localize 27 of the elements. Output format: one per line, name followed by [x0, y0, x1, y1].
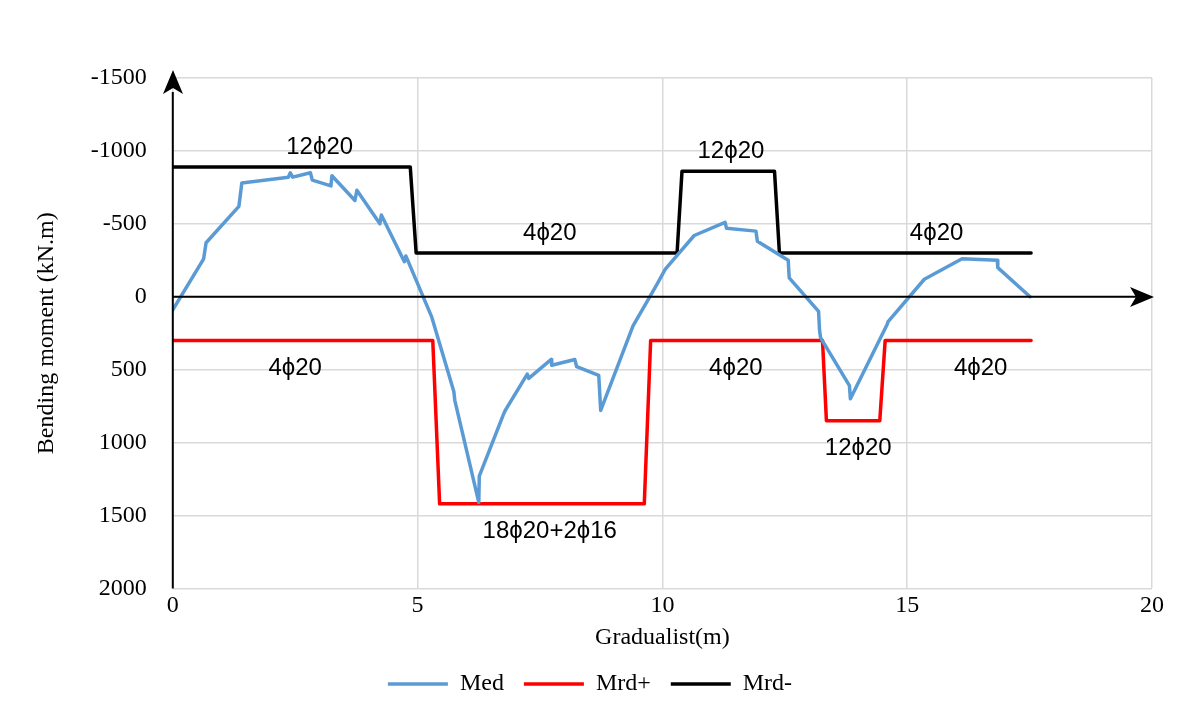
annotation: 4ϕ20 — [523, 217, 577, 245]
legend-label: Mrd+ — [595, 669, 651, 696]
y-tick-label: 2000 — [98, 573, 147, 600]
y-tick-label: 1000 — [98, 427, 147, 454]
x-tick-label: 10 — [650, 591, 675, 618]
y-tick-label: 1500 — [98, 500, 147, 527]
annotation: 4ϕ20 — [953, 353, 1008, 381]
legend-label: Med — [459, 669, 504, 696]
annotation: 12ϕ20 — [824, 433, 892, 461]
legend-label: Mrd- — [742, 669, 793, 696]
y-tick-label: 0 — [134, 282, 147, 309]
y-tick-label: -500 — [102, 209, 147, 236]
x-tick-label: 5 — [411, 591, 424, 618]
x-axis-title: Gradualist(m) — [595, 622, 730, 649]
annotation: 12ϕ20 — [286, 131, 354, 159]
annotation: 4ϕ20 — [909, 217, 964, 245]
y-tick-label: -1500 — [90, 63, 147, 90]
y-axis-title: Bending moment (kN.m) — [31, 212, 58, 455]
y-tick-label: -1000 — [90, 136, 147, 163]
annotation: 4ϕ20 — [268, 353, 322, 381]
annotation: 18ϕ20+2ϕ16 — [482, 516, 617, 544]
y-tick-label: 500 — [110, 354, 147, 381]
x-tick-label: 15 — [895, 591, 920, 618]
annotation: 12ϕ20 — [697, 135, 765, 163]
x-tick-label: 20 — [1140, 591, 1164, 618]
x-tick-label: 0 — [166, 591, 179, 618]
annotation: 4ϕ20 — [709, 353, 763, 381]
